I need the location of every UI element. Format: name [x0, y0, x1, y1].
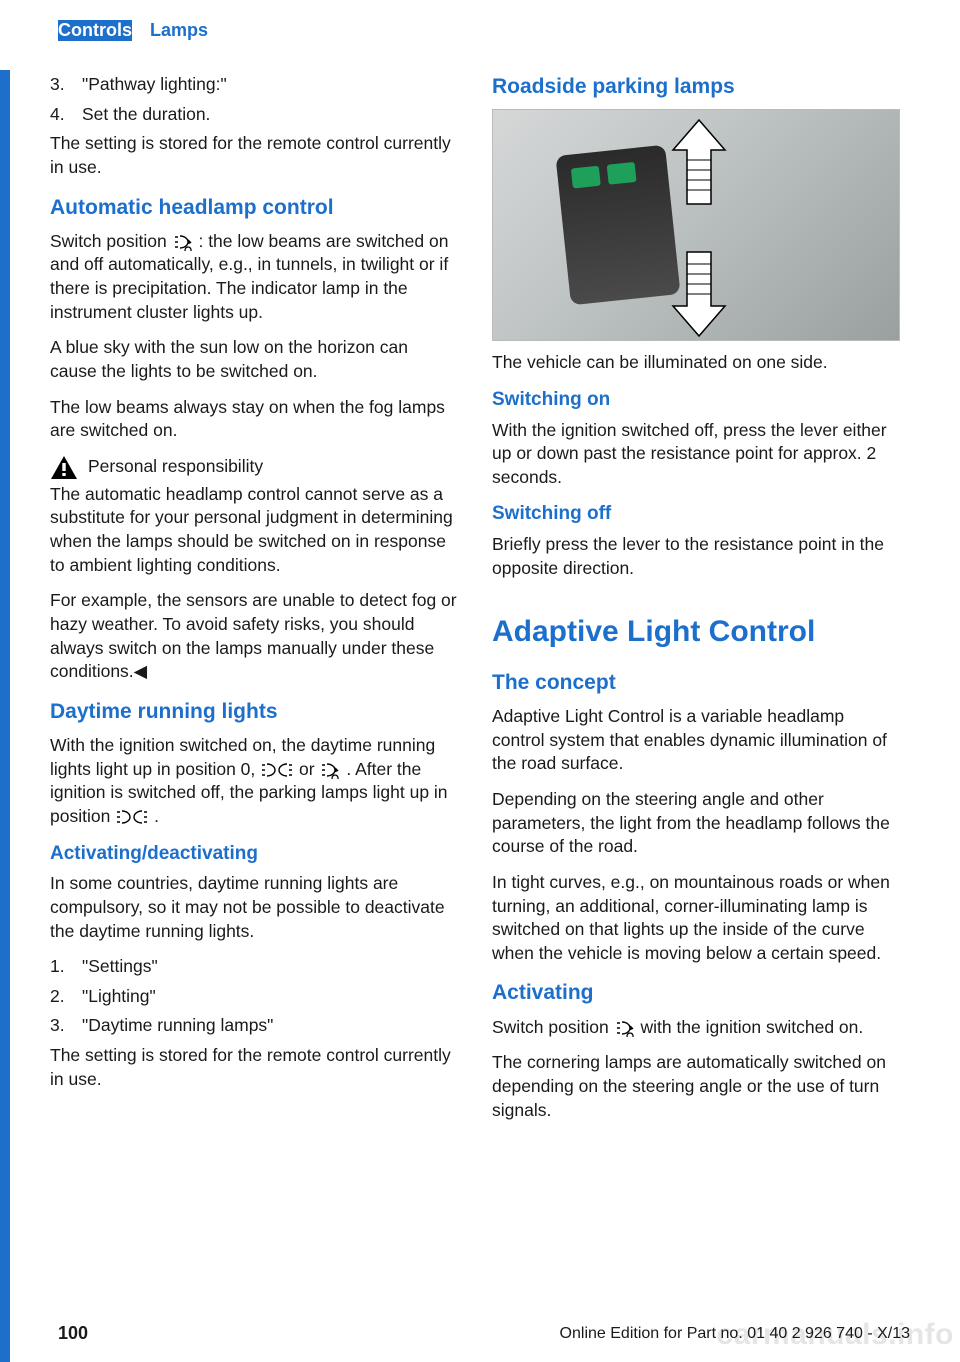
list-text: Set the duration.: [82, 103, 210, 127]
figure-stalk-button: [571, 166, 601, 189]
paragraph: Briefly press the lever to the resistanc…: [492, 533, 900, 580]
tab-controls: Controls: [58, 20, 132, 41]
warning-title: Personal responsibility: [88, 455, 263, 479]
heading-daytime-running: Daytime running lights: [50, 698, 458, 726]
list-text: "Pathway lighting:": [82, 73, 227, 97]
text-fragment: with the ignition switched on.: [640, 1017, 863, 1037]
heading-roadside-parking: Roadside parking lamps: [492, 73, 900, 101]
paragraph: The low beams always stay on when the fo…: [50, 396, 458, 443]
figure-caption: The vehicle can be illuminated on one si…: [492, 351, 900, 375]
arrow-down-icon: [671, 248, 727, 341]
warning-icon: [50, 455, 78, 481]
text-fragment: or: [299, 759, 319, 779]
footer-line: Online Edition for Part no. 01 40 2 926 …: [560, 1325, 910, 1343]
list-text: "Lighting": [82, 985, 156, 1009]
heading-activating: Activating: [492, 979, 900, 1007]
paragraph: Adaptive Light Control is a variable hea…: [492, 705, 900, 776]
list-item: 4. Set the duration.: [50, 103, 458, 127]
heading-automatic-headlamp: Automatic headlamp control: [50, 194, 458, 222]
list-text: "Daytime running lamps": [82, 1014, 273, 1038]
list-number: 2.: [50, 985, 68, 1009]
paragraph: In tight curves, e.g., on mountainous ro…: [492, 871, 900, 966]
left-stripe: [0, 70, 10, 1362]
heading-switching-off: Switching off: [492, 501, 900, 527]
paragraph: A blue sky with the sun low on the horiz…: [50, 336, 458, 383]
list-item: 3. "Pathway lighting:": [50, 73, 458, 97]
tab-lamps: Lamps: [150, 20, 208, 41]
figure-roadside-lamps: [492, 109, 900, 341]
list-number: 3.: [50, 73, 68, 97]
heading-the-concept: The concept: [492, 669, 900, 697]
figure-stalk-button: [607, 162, 637, 185]
paragraph: In some countries, daytime running light…: [50, 872, 458, 943]
list-item: 1. "Settings": [50, 955, 458, 979]
page-number: 100: [58, 1323, 88, 1344]
paragraph: With the ignition switched on, the dayti…: [50, 734, 458, 829]
warning-body: The automatic headlamp control cannot se…: [50, 483, 458, 578]
paragraph: The cornering lamps are automatically sw…: [492, 1051, 900, 1122]
figure-stalk: [555, 145, 680, 306]
paragraph: Switch position : the low beams are swit…: [50, 230, 458, 325]
paragraph: The setting is stored for the remote con…: [50, 132, 458, 179]
paragraph: Depending on the steering angle and othe…: [492, 788, 900, 859]
warning-block: Personal responsibility: [50, 455, 458, 481]
list-item: 3. "Daytime running lamps": [50, 1014, 458, 1038]
content-columns: 3. "Pathway lighting:" 4. Set the durati…: [0, 63, 960, 1134]
paragraph: With the ignition switched off, press th…: [492, 419, 900, 490]
text-fragment: .: [154, 806, 159, 826]
heading-adaptive-light: Adaptive Light Control: [492, 612, 900, 653]
parking-lamp-icon: [115, 808, 149, 826]
auto-light-icon: [319, 761, 341, 779]
parking-lamp-icon: [260, 761, 294, 779]
footer: 100 Online Edition for Part no. 01 40 2 …: [0, 1323, 960, 1344]
arrow-up-icon: [671, 118, 727, 215]
paragraph: For example, the sensors are unable to d…: [50, 589, 458, 684]
text-fragment: Switch position: [50, 231, 172, 251]
left-column: 3. "Pathway lighting:" 4. Set the durati…: [50, 73, 458, 1134]
auto-light-icon: [614, 1019, 636, 1037]
heading-switching-on: Switching on: [492, 387, 900, 413]
header-bar: Controls Lamps: [0, 0, 960, 63]
text-fragment: Switch position: [492, 1017, 614, 1037]
list-number: 4.: [50, 103, 68, 127]
heading-activating-deactivating: Activating/deactivating: [50, 841, 458, 867]
list-number: 1.: [50, 955, 68, 979]
figure-stalk-buttons: [571, 162, 637, 189]
list-item: 2. "Lighting": [50, 985, 458, 1009]
list-text: "Settings": [82, 955, 158, 979]
auto-light-icon: [172, 233, 194, 251]
right-column: Roadside parking lamps The vehicle can b…: [492, 73, 900, 1134]
paragraph: The setting is stored for the remote con…: [50, 1044, 458, 1091]
paragraph: Switch position with the ignition switch…: [492, 1016, 900, 1040]
list-number: 3.: [50, 1014, 68, 1038]
